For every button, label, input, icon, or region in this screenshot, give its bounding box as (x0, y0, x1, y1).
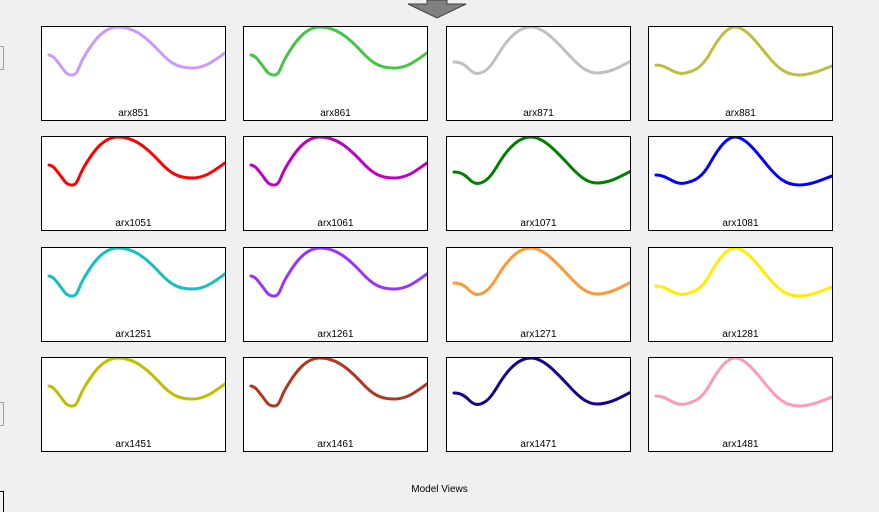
tile-label: arx1081 (722, 218, 759, 229)
response-curve (452, 137, 630, 185)
tile-label: arx1461 (317, 439, 354, 450)
model-view-tile[interactable]: arx851 (41, 26, 226, 121)
model-view-tile[interactable]: arx1251 (41, 247, 226, 342)
model-response-plot (47, 248, 225, 298)
model-view-tile[interactable]: arx1261 (243, 247, 428, 342)
tile-label: arx1051 (115, 218, 152, 229)
response-curve (654, 27, 832, 77)
response-curve (654, 137, 832, 187)
model-response-plot (47, 358, 225, 408)
tile-label: arx1481 (722, 439, 759, 450)
panel-title: Model Views (411, 484, 468, 495)
model-response-plot (654, 137, 832, 187)
model-response-plot (47, 27, 225, 77)
response-curve (47, 248, 225, 298)
model-response-plot (452, 27, 630, 75)
tile-label: arx1451 (115, 439, 152, 450)
model-response-plot (654, 27, 832, 77)
model-view-tile[interactable]: arx1271 (446, 247, 631, 342)
model-view-tile[interactable]: arx1481 (648, 357, 833, 452)
tile-label: arx1071 (520, 218, 557, 229)
model-view-tile[interactable]: arx1461 (243, 357, 428, 452)
tile-label: arx861 (320, 108, 351, 119)
model-response-plot (452, 358, 630, 406)
model-response-plot (47, 137, 225, 187)
response-curve (249, 137, 427, 187)
model-view-tile[interactable]: arx1051 (41, 136, 226, 231)
model-view-tile[interactable]: arx861 (243, 26, 428, 121)
response-curve (654, 358, 832, 408)
model-view-tile[interactable]: arx1281 (648, 247, 833, 342)
tile-label: arx851 (118, 108, 149, 119)
response-curve (249, 27, 427, 77)
tile-label: arx1261 (317, 329, 354, 340)
model-view-tile[interactable]: arx881 (648, 26, 833, 121)
model-view-tile[interactable]: arx1061 (243, 136, 428, 231)
tile-label: arx871 (523, 108, 554, 119)
model-response-plot (249, 137, 427, 187)
model-view-tile[interactable]: arx1451 (41, 357, 226, 452)
down-arrow-icon[interactable] (407, 0, 467, 19)
left-scroll-handle-bottom[interactable] (0, 402, 4, 426)
response-curve (47, 137, 225, 187)
tile-label: arx1281 (722, 329, 759, 340)
response-curve (452, 248, 630, 296)
model-view-tile[interactable]: arx871 (446, 26, 631, 121)
model-response-plot (249, 27, 427, 77)
response-curve (47, 27, 225, 77)
tile-label: arx1251 (115, 329, 152, 340)
model-response-plot (452, 137, 630, 185)
model-response-plot (249, 248, 427, 298)
response-curve (249, 248, 427, 298)
tile-label: arx1471 (520, 439, 557, 450)
model-response-plot (654, 248, 832, 298)
tile-label: arx1271 (520, 329, 557, 340)
response-curve (47, 358, 225, 408)
response-curve (654, 248, 832, 298)
model-view-tile[interactable]: arx1071 (446, 136, 631, 231)
response-curve (452, 358, 630, 406)
response-curve (249, 358, 427, 408)
left-scroll-handle-top[interactable] (0, 46, 4, 70)
model-response-plot (452, 248, 630, 296)
model-view-tile[interactable]: arx1471 (446, 357, 631, 452)
model-view-tile[interactable]: arx1081 (648, 136, 833, 231)
tile-label: arx1061 (317, 218, 354, 229)
model-response-plot (654, 358, 832, 408)
model-response-plot (249, 358, 427, 408)
corner-marker (0, 491, 4, 512)
response-curve (452, 27, 630, 75)
tile-label: arx881 (725, 108, 756, 119)
